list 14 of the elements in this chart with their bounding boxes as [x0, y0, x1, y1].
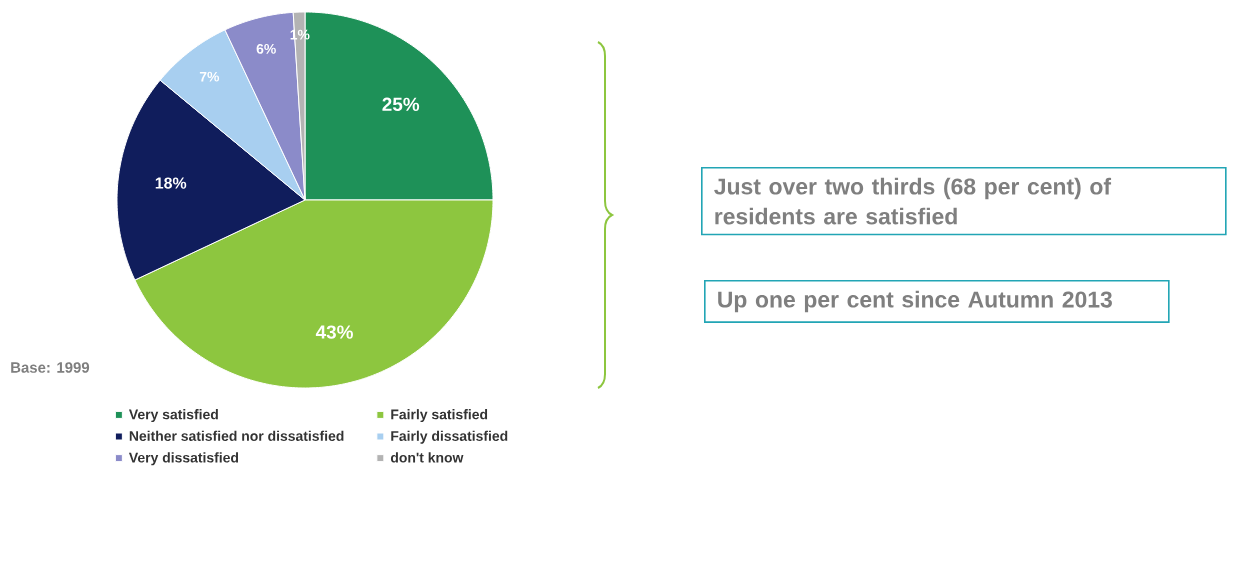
data-label: 18% — [155, 177, 187, 189]
legend-label: Fairly satisfied — [391, 409, 488, 423]
legend-label: Fairly dissatisfied — [391, 430, 508, 444]
legend-label: Neither satisfied nor dissatisfied — [129, 430, 344, 441]
legend-label: Very satisfied — [128, 409, 218, 423]
data-label: 6% — [256, 43, 276, 54]
text: Base: 1999 — [11, 362, 90, 373]
text: Just over two thirds (68 per cent) of residents are satisfied — [714, 177, 1112, 225]
data-label: 25% — [382, 97, 420, 111]
data-label: 7% — [199, 71, 220, 82]
text: Up one per cent since Autumn 2013 — [718, 290, 1112, 313]
data-label: 43% — [315, 325, 353, 339]
legend-label: Very dissatisfied — [128, 452, 239, 466]
legend-label: don't know — [390, 452, 464, 463]
